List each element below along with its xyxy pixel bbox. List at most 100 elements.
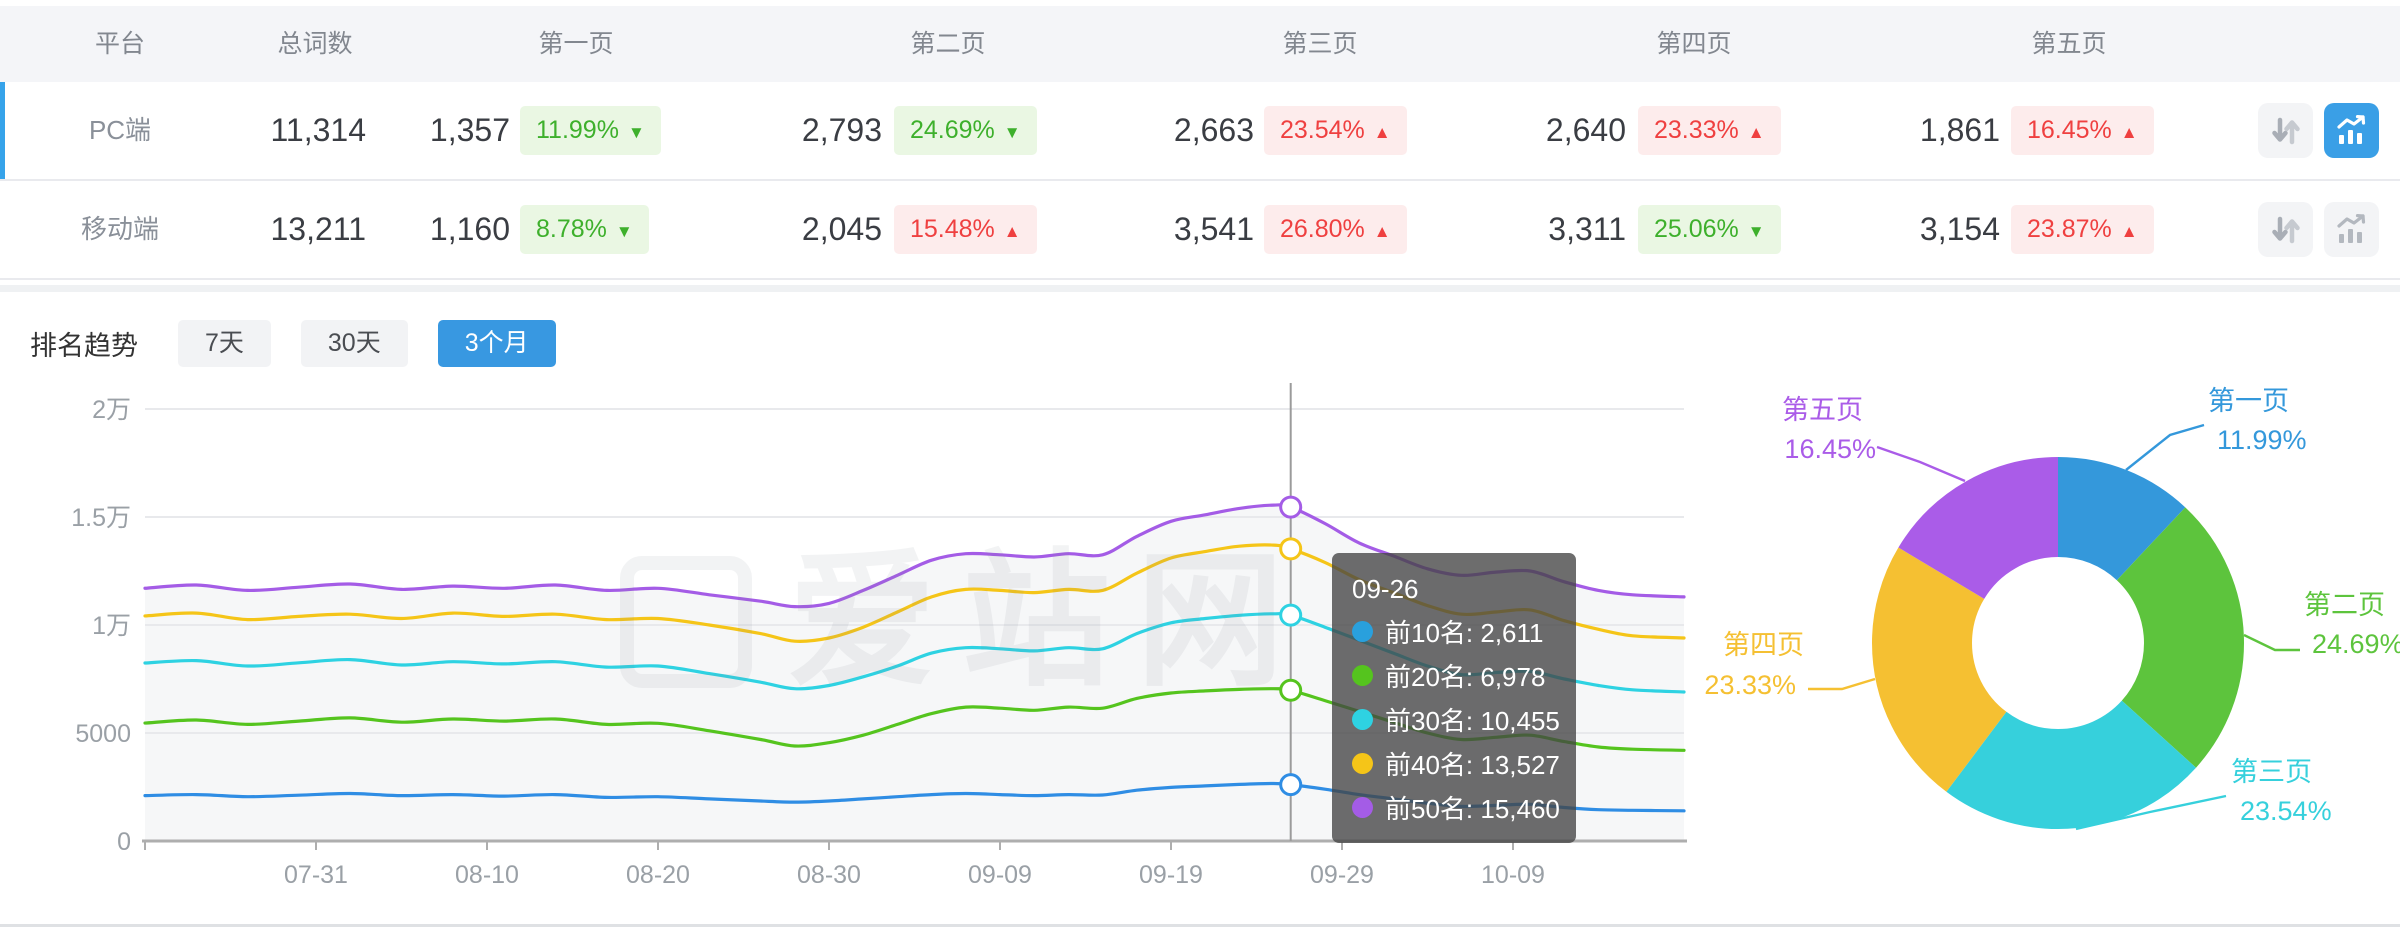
percent-badge: 15.48% ▲	[894, 205, 1037, 254]
sort-arrows-icon	[2271, 216, 2300, 243]
x-axis-label: 07-31	[284, 861, 348, 889]
platform-label: 移动端	[80, 214, 159, 244]
page-count-value: 3,311	[1548, 211, 1626, 247]
active-row-indicator	[0, 82, 5, 179]
x-axis-label: 08-10	[455, 861, 519, 889]
percent-badge: 26.80% ▲	[1264, 205, 1407, 254]
range-tab-7天[interactable]: 7天	[178, 320, 271, 367]
donut-leader-line	[2243, 633, 2300, 652]
sort-arrows-icon	[2271, 117, 2300, 144]
x-axis-label: 10-09	[1481, 861, 1545, 889]
donut-label-percent: 16.45%	[1784, 434, 1876, 464]
trend-up-icon: ▲	[2120, 123, 2138, 142]
show-trend-chart-button[interactable]	[2324, 202, 2379, 257]
series-area-fill	[145, 504, 1684, 841]
col-header-page3: 第三页	[1282, 30, 1358, 58]
trend-title: 排名趋势	[30, 331, 138, 361]
total-words-value: 11,314	[270, 112, 367, 148]
tooltip-row: 前40名: 13,527	[1352, 741, 1560, 785]
crosshair-marker	[1279, 537, 1303, 561]
percent-badge: 23.54% ▲	[1264, 106, 1407, 155]
trend-toolbar: 排名趋势 7天 30天 3个月	[30, 320, 556, 367]
donut-segment-第四页[interactable]	[1872, 457, 2244, 829]
trend-down-icon: ▼	[1747, 222, 1765, 241]
percent-badge: 25.06% ▼	[1638, 205, 1781, 254]
donut-label-name: 第五页	[1782, 395, 1863, 425]
col-header-total: 总词数	[277, 30, 353, 58]
page-count-value: 2,045	[801, 211, 882, 247]
x-axis-label: 09-19	[1139, 861, 1203, 889]
crosshair-marker	[1279, 773, 1303, 797]
percent-badge: 23.87% ▲	[2011, 205, 2154, 254]
page-count-value: 3,541	[1173, 211, 1254, 247]
percent-badge: 24.69% ▼	[894, 106, 1037, 155]
y-axis-label: 1.5万	[71, 504, 131, 532]
trend-up-icon: ▲	[1373, 222, 1391, 241]
crosshair-marker	[1279, 603, 1303, 627]
col-header-page5: 第五页	[2031, 30, 2107, 58]
y-axis-label: 2万	[92, 396, 131, 424]
donut-segment-第三页[interactable]	[1872, 457, 2244, 829]
range-tab-3个月[interactable]: 3个月	[437, 320, 556, 367]
crosshair-marker	[1279, 495, 1303, 519]
page-count-value: 3,154	[1919, 211, 2000, 247]
page-count-value: 2,663	[1173, 112, 1254, 148]
series-color-dot-icon	[1352, 620, 1373, 642]
tooltip-row: 前10名: 2,611	[1352, 609, 1556, 653]
platform-label: PC端	[88, 115, 152, 145]
page-count-value: 2,640	[1545, 112, 1626, 148]
total-words-value: 13,211	[270, 211, 367, 247]
series-color-dot-icon	[1352, 664, 1373, 686]
tooltip-date: 09-26	[1352, 574, 1419, 604]
page-count-value: 2,793	[801, 112, 882, 148]
table-row[interactable]: 移动端 13,211 1,160 8.78% ▼ 2,045 15.48% ▲ 3,541 26.…	[0, 181, 2400, 280]
y-axis-label: 0	[117, 828, 131, 856]
line-chart-icon	[2336, 114, 2365, 144]
table-header: 平台 总词数 第一页 第二页 第三页 第四页 第五页	[0, 6, 2400, 82]
x-axis-label: 08-30	[797, 861, 861, 889]
col-header-page4: 第四页	[1656, 30, 1732, 58]
donut-segment-第五页[interactable]	[1872, 457, 2244, 829]
col-header-page2: 第二页	[910, 30, 986, 58]
donut-leader-line	[1876, 445, 1966, 483]
donut-label-percent: 11.99%	[2217, 425, 2307, 455]
section-divider	[0, 285, 2400, 292]
trend-up-icon: ▲	[2120, 222, 2138, 241]
chart-tooltip: 09-26 前10名: 2,611 前20名: 6,978 前30名: 10,455…	[1332, 553, 1576, 843]
donut-label-name: 第三页	[2231, 757, 2312, 787]
percent-badge: 8.78% ▼	[520, 205, 649, 254]
tooltip-row: 前50名: 15,460	[1352, 785, 1560, 829]
y-axis-label: 5000	[75, 720, 131, 748]
col-header-page1: 第一页	[538, 30, 614, 58]
donut-label-name: 第四页	[1723, 630, 1804, 660]
trend-up-icon: ▲	[1003, 222, 1021, 241]
tooltip-row: 前30名: 10,455	[1352, 697, 1560, 741]
tooltip-row: 前20名: 6,978	[1352, 653, 1556, 697]
sort-button[interactable]	[2258, 202, 2313, 257]
donut-label-name: 第一页	[2208, 386, 2289, 416]
series-color-dot-icon	[1352, 752, 1373, 774]
donut-label-percent: 23.33%	[1704, 670, 1796, 700]
donut-label-percent: 23.54%	[2240, 796, 2332, 826]
range-tab-30天[interactable]: 30天	[300, 320, 408, 367]
donut-leader-line	[2075, 794, 2227, 831]
donut-label-name: 第二页	[2304, 590, 2385, 620]
donut-label-percent: 24.69%	[2312, 629, 2400, 659]
page-count-value: 1,861	[1919, 112, 2000, 148]
page-count-value: 1,160	[429, 211, 510, 247]
series-color-dot-icon	[1352, 708, 1373, 730]
donut-segment-第二页[interactable]	[1872, 457, 2244, 829]
crosshair-marker	[1279, 678, 1303, 702]
range-tabs: 7天 30天 3个月	[148, 320, 556, 367]
table-row[interactable]: PC端 11,314 1,357 11.99% ▼ 2,793 24.69% ▼ 2,663 23…	[0, 82, 2400, 181]
percent-badge: 16.45% ▲	[2011, 106, 2154, 155]
show-trend-chart-button[interactable]	[2324, 103, 2379, 158]
col-header-platform: 平台	[94, 30, 145, 58]
x-axis-label: 09-09	[968, 861, 1032, 889]
x-axis-label: 09-29	[1310, 861, 1374, 889]
series-color-dot-icon	[1352, 796, 1373, 818]
sort-button[interactable]	[2258, 103, 2313, 158]
trend-down-icon: ▼	[627, 123, 645, 142]
